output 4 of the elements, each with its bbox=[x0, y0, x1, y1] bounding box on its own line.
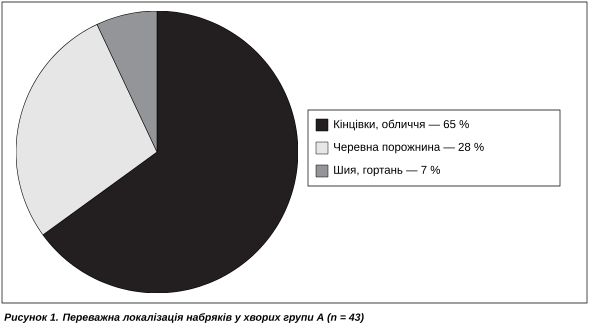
text: Рисунок 1. Переважна локалізація набряків у хворих групи А (n = 43) bbox=[4, 313, 364, 323]
legend-label: Черевна порожнина — 28 % bbox=[334, 142, 484, 154]
legend-label: Шия, гортань — 7 % bbox=[334, 166, 440, 176]
legend-label: Кінцівки, обличчя — 65 % bbox=[334, 120, 469, 130]
